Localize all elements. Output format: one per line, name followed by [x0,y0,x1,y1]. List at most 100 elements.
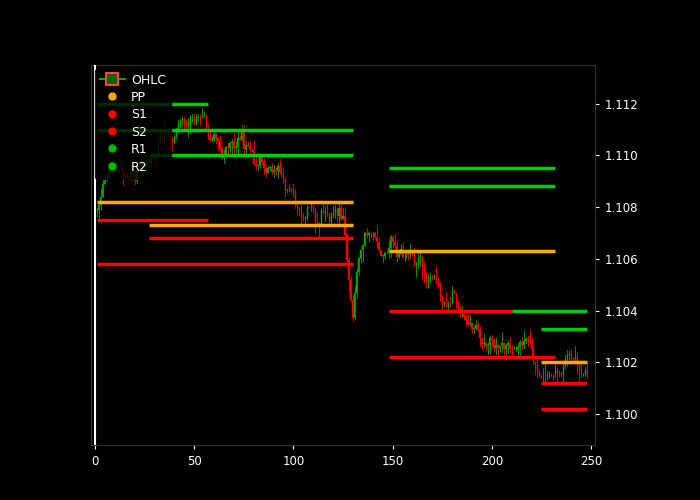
Bar [122,168,123,173]
Bar [223,154,225,158]
Bar [463,314,465,316]
Bar [235,146,237,148]
Bar [580,371,582,375]
Bar [390,237,391,248]
Bar [414,256,415,266]
Bar [202,116,203,117]
Bar [164,130,165,140]
Bar [485,343,486,345]
Bar [525,338,526,341]
Bar [243,130,244,149]
Bar [239,138,240,140]
Bar [130,174,131,180]
Bar [497,345,498,348]
Bar [577,357,578,364]
Bar [426,273,427,282]
Bar [519,342,520,347]
Bar [172,138,173,142]
Bar [400,250,401,254]
Bar [374,233,375,237]
Bar [214,134,215,139]
Bar [412,254,413,256]
Bar [447,303,449,307]
Bar [150,158,151,164]
Bar [360,250,361,258]
Bar [537,364,538,374]
Bar [271,168,272,172]
Bar [304,218,306,220]
Bar [489,338,491,345]
Bar [531,342,532,349]
Bar [162,136,163,140]
Bar [195,118,197,124]
Bar [106,176,107,180]
Bar [533,350,534,362]
Bar [225,146,227,154]
Bar [495,345,496,348]
Bar [291,188,292,190]
Bar [124,173,125,177]
Bar [422,257,423,266]
Bar [209,136,211,140]
Bar [568,354,570,355]
Bar [176,129,177,138]
Bar [259,157,260,166]
Bar [132,174,133,176]
Bar [197,117,199,118]
Bar [211,139,213,140]
Bar [301,210,302,217]
Bar [384,252,385,256]
Bar [237,138,239,146]
Bar [394,242,395,246]
Bar [501,343,503,346]
Bar [249,146,251,149]
Bar [100,197,102,205]
Bar [567,355,568,359]
Legend: OHLC, PP, S1, S2, R1, R2: OHLC, PP, S1, S2, R1, R2 [94,68,171,178]
Bar [339,208,340,216]
Bar [295,192,296,203]
Bar [180,120,181,124]
Bar [108,168,109,176]
Bar [406,253,407,257]
Bar [535,362,536,364]
Bar [344,216,346,235]
Bar [471,323,472,329]
Bar [330,216,332,222]
Bar [303,217,304,220]
Bar [499,346,500,348]
Bar [420,257,421,258]
Bar [174,138,175,142]
Bar [428,281,429,282]
Bar [459,308,461,316]
Bar [418,258,419,262]
Bar [410,254,411,255]
Bar [233,142,235,148]
Bar [154,156,155,158]
Bar [160,136,161,140]
Bar [146,161,147,166]
Bar [315,208,316,222]
Bar [432,277,433,278]
Bar [245,145,246,149]
Bar [142,160,143,166]
Bar [438,284,439,286]
Bar [563,366,564,375]
Bar [452,290,453,303]
Bar [297,203,298,207]
Bar [346,235,347,260]
Bar [364,233,365,245]
Bar [366,233,368,235]
Bar [332,213,334,216]
Bar [273,170,274,172]
Bar [416,262,417,266]
Bar [376,237,377,242]
Bar [342,216,344,218]
Bar [570,354,572,358]
Bar [166,130,167,134]
Bar [134,176,135,180]
Bar [446,302,447,307]
Bar [477,324,479,330]
Bar [527,338,528,340]
Bar [442,296,443,304]
